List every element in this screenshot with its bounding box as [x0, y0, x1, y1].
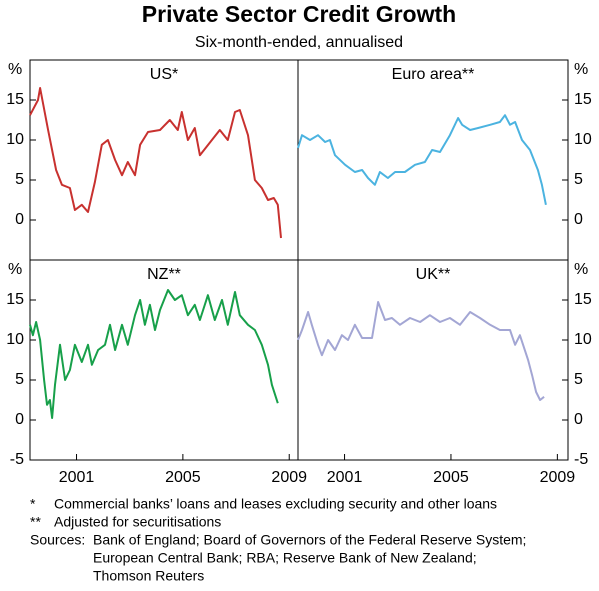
y-tick-label: 5: [574, 371, 583, 388]
source-line: Bank of England; Board of Governors of t…: [93, 532, 526, 548]
y-tick-label: 15: [574, 291, 592, 308]
y-tick-label: 5: [15, 171, 24, 188]
y-tick-label: 0: [574, 211, 583, 228]
y-tick-label: 0: [15, 211, 24, 228]
note-marker: **: [30, 514, 41, 530]
x-tick-label: 2005: [165, 469, 201, 486]
series-line: [297, 301, 545, 401]
y-tick-label: 10: [574, 331, 592, 348]
y-tick-label: 10: [6, 131, 24, 148]
y-tick-label: 0: [574, 411, 583, 428]
y-unit: %: [574, 61, 588, 78]
x-tick-label: 2009: [271, 469, 307, 486]
panel-title: US*: [150, 66, 178, 83]
y-tick-label: 10: [574, 131, 592, 148]
chart-subtitle: Six-month-ended, annualised: [195, 34, 403, 51]
series-line: [29, 289, 279, 419]
y-unit: %: [8, 61, 22, 78]
y-unit: %: [8, 261, 22, 278]
y-unit: %: [574, 261, 588, 278]
note-marker: *: [30, 496, 36, 512]
source-line: European Central Bank; RBA; Reserve Bank…: [93, 550, 477, 566]
y-tick-label: 5: [574, 171, 583, 188]
note-text: Commercial banks’ loans and leases exclu…: [54, 496, 497, 512]
panel-title: Euro area**: [392, 66, 475, 83]
x-tick-label: 2005: [433, 469, 469, 486]
y-tick-label: 10: [6, 331, 24, 348]
sources-label: Sources:: [30, 532, 85, 548]
series-line: [29, 87, 282, 239]
y-tick-label: 15: [6, 291, 24, 308]
source-line: Thomson Reuters: [93, 568, 204, 584]
chart-title: Private Sector Credit Growth: [142, 1, 456, 27]
x-tick-label: 2009: [540, 469, 576, 486]
y-tick-label: 15: [574, 91, 592, 108]
y-tick-label: -5: [10, 451, 24, 468]
panel-title: UK**: [416, 266, 451, 283]
y-tick-label: 5: [15, 371, 24, 388]
y-tick-label: 15: [6, 91, 24, 108]
panel-frame: [297, 59, 569, 261]
series-line: [297, 114, 547, 205]
panel-frame: [29, 59, 299, 261]
note-text: Adjusted for securitisations: [54, 514, 221, 530]
y-tick-label: 0: [15, 411, 24, 428]
x-tick-label: 2001: [327, 469, 363, 486]
panel-frame: [297, 259, 569, 461]
panel-frame: [29, 259, 299, 461]
y-tick-label: -5: [574, 451, 588, 468]
x-tick-label: 2001: [59, 469, 95, 486]
panel-title: NZ**: [147, 266, 181, 283]
